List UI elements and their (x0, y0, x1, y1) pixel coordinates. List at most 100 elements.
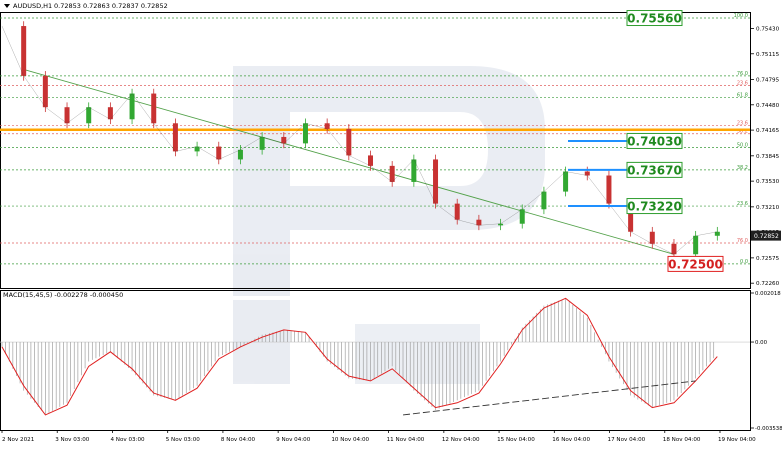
time-axis-label: 8 Nov 04:00 (221, 437, 256, 443)
macd-signal-line (1, 297, 718, 416)
candle-body (216, 146, 222, 160)
current-price-box (751, 230, 781, 241)
fibo-level-label: 23.6 (737, 81, 748, 87)
candle-body (324, 123, 330, 129)
ohlc-readout: 0.72853 0.72863 0.72837 0.72852 (54, 2, 168, 10)
candle-body (628, 203, 634, 232)
time-axis-label: 2 Nov 2021 (2, 437, 35, 443)
price-pane: 100.0 76.0 23.6 61.8 23.6 38.2 50.0 38.2 23.6 76.… (0, 13, 750, 265)
price-axis-label: 0.75430 (756, 26, 780, 32)
time-axis-label: 12 Nov 04:00 (442, 437, 480, 443)
macd-pane (0, 297, 750, 416)
price-pane-border (0, 12, 751, 289)
price-axis-label: 0.73210 (756, 205, 780, 211)
fibo-level-label: 50.0 (737, 142, 748, 148)
candle-body (389, 165, 395, 182)
candle-body (259, 136, 265, 150)
target-label-box (626, 10, 683, 27)
price-axis-label: 0.72260 (756, 281, 780, 287)
price-close-line (1, 26, 718, 255)
price-axis-label: 0.74480 (756, 103, 780, 109)
target-label-text: 0.72500 (668, 257, 723, 271)
fibo-level-label: 38.2 (737, 165, 748, 171)
target-label-box (667, 255, 724, 272)
candle-body (237, 149, 243, 160)
candle-body (476, 219, 482, 226)
target-label-box (626, 132, 683, 149)
price-axis-label: 0.74165 (756, 128, 780, 134)
macd-axis-label: -0.003538 (755, 426, 782, 432)
time-axis-label: 18 Nov 04:00 (663, 437, 701, 443)
macd-divergence-line (402, 380, 696, 416)
time-axis: 2 Nov 2021 3 Nov 03:00 4 Nov 03:00 5 Nov 03… (1, 430, 756, 443)
candle-body (302, 123, 308, 144)
watermark-logo (233, 66, 545, 384)
candle-body (368, 155, 373, 166)
candle-body (42, 75, 48, 108)
candle-body (606, 175, 612, 204)
target-label-box (626, 198, 683, 215)
candle-body (281, 136, 287, 144)
fibo-level-label: 23.6 (737, 201, 748, 207)
fibo-level-label: 23.6 (737, 121, 748, 127)
price-axis-label: 0.73845 (756, 154, 780, 160)
candle-body (433, 159, 439, 204)
time-axis-label: 17 Nov 04:00 (608, 437, 646, 443)
candle-body (714, 231, 720, 236)
macd-axis: 0.002018 0.00 -0.003538 (750, 291, 782, 432)
candle-body (64, 107, 70, 124)
fibo-level-label: 76.0 (737, 71, 748, 77)
candle-body (693, 235, 699, 255)
candle-body (563, 171, 569, 192)
candle-body (519, 209, 525, 224)
time-axis-label: 15 Nov 04:00 (497, 437, 535, 443)
candle-body (129, 93, 135, 120)
candle-body (151, 93, 157, 124)
target-annotations: 0.75560 0.74030 0.73670 0.73220 0.72500 (568, 10, 724, 272)
time-axis-label: 4 Nov 03:00 (110, 437, 145, 443)
candle-body (346, 128, 352, 156)
candle-body (584, 171, 590, 176)
candle-body (671, 243, 677, 255)
candle-body (21, 26, 27, 76)
candle-body (194, 146, 200, 152)
time-axis-label: 11 Nov 04:00 (387, 437, 425, 443)
fibo-level-label: 38.2 (737, 129, 748, 135)
fibo-level-label: 76.0 (737, 238, 748, 244)
candle-body (172, 123, 178, 152)
time-axis-label: 19 Nov 04:00 (718, 437, 756, 443)
fibo-level-label: 61.8 (737, 93, 748, 99)
candle-body (498, 223, 504, 226)
target-label-text: 0.74030 (627, 134, 682, 148)
candle-body (454, 203, 460, 220)
time-axis-label: 5 Nov 03:00 (166, 437, 201, 443)
time-axis-label: 16 Nov 04:00 (552, 437, 590, 443)
current-price-label: 0.72852 (754, 233, 779, 240)
price-axis-label: 0.72575 (756, 256, 780, 262)
price-axis-label: 0.73530 (756, 179, 780, 185)
macd-title: MACD(15,45,5) -0.002278 -0.000450 (3, 291, 123, 299)
target-label-text: 0.73220 (627, 200, 682, 214)
price-axis-label: 0.75115 (756, 52, 780, 58)
candle-body (411, 159, 417, 182)
candle-body (86, 107, 92, 124)
time-axis-label: 10 Nov 04:00 (331, 437, 369, 443)
target-label-text: 0.73670 (627, 163, 682, 177)
dropdown-triangle-icon[interactable] (4, 4, 10, 8)
time-axis-label: 9 Nov 04:00 (276, 437, 311, 443)
price-axis: 0.75430 0.75115 0.74795 0.74480 0.74165 0.738… (750, 26, 781, 287)
price-axis-label: 0.74795 (756, 77, 780, 83)
chart-header: AUDUSD,H1 0.72853 0.72863 0.72837 0.7285… (4, 2, 168, 10)
macd-pane-border (0, 290, 751, 431)
candle-body (107, 107, 113, 120)
macd-axis-label: 0.00 (755, 340, 768, 346)
symbol-label: AUDUSD,H1 (13, 2, 52, 10)
macd-axis-label: 0.002018 (755, 291, 781, 297)
time-axis-label: 3 Nov 03:00 (55, 437, 90, 443)
candle-body (649, 231, 655, 244)
fibo-level-label: 0.0 (740, 259, 748, 265)
target-label-box (626, 161, 683, 178)
